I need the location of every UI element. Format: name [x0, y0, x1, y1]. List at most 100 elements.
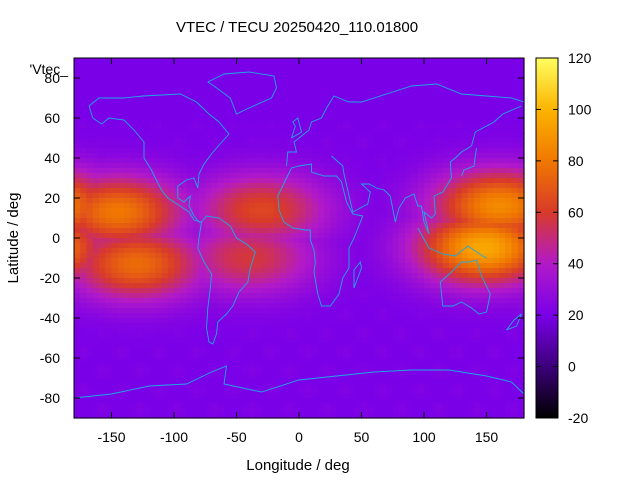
heatmap-cell	[430, 333, 438, 339]
heatmap-cell	[111, 308, 119, 314]
heatmap-cell	[424, 308, 431, 314]
heatmap-cell	[249, 318, 256, 324]
heatmap-cell	[124, 333, 131, 339]
heatmap-cell	[336, 298, 344, 304]
heatmap-cell	[186, 108, 194, 114]
heatmap-cell	[80, 243, 88, 249]
heatmap-cell	[486, 98, 494, 104]
heatmap-cell	[492, 303, 500, 309]
heatmap-cell	[280, 63, 288, 69]
heatmap-cell	[167, 93, 175, 99]
heatmap-cell	[192, 208, 200, 214]
heatmap-cell	[80, 218, 88, 224]
heatmap-cell	[317, 78, 325, 84]
heatmap-cell	[442, 308, 450, 314]
heatmap-cell	[224, 298, 231, 304]
heatmap-cell	[305, 268, 313, 274]
heatmap-cell	[480, 353, 488, 359]
heatmap-cell	[267, 323, 275, 329]
heatmap-cell	[117, 158, 125, 164]
heatmap-cell	[342, 163, 350, 169]
heatmap-cell	[461, 178, 469, 184]
heatmap-cell	[424, 78, 431, 84]
heatmap-cell	[517, 73, 525, 79]
heatmap-cell	[336, 388, 344, 394]
heatmap-cell	[242, 93, 250, 99]
heatmap-cell	[274, 343, 281, 349]
heatmap-cell	[361, 198, 369, 204]
heatmap-cell	[324, 338, 331, 344]
heatmap-cell	[492, 393, 500, 399]
heatmap-cell	[180, 363, 188, 369]
heatmap-cell	[324, 368, 331, 374]
heatmap-cell	[349, 118, 356, 124]
heatmap-cell	[405, 263, 413, 269]
heatmap-cell	[442, 293, 450, 299]
heatmap-cell	[86, 403, 94, 409]
heatmap-cell	[455, 63, 463, 69]
heatmap-cell	[330, 143, 338, 149]
heatmap-cell	[155, 323, 163, 329]
heatmap-cell	[486, 198, 494, 204]
heatmap-cell	[474, 188, 481, 194]
heatmap-cell	[505, 133, 513, 139]
heatmap-cell	[267, 128, 275, 134]
heatmap-cell	[349, 388, 356, 394]
heatmap-cell	[167, 218, 175, 224]
heatmap-cell	[317, 328, 325, 334]
heatmap-cell	[317, 363, 325, 369]
heatmap-cell	[186, 388, 194, 394]
heatmap-cell	[199, 388, 206, 394]
heatmap-cell	[455, 153, 463, 159]
heatmap-cell	[299, 183, 306, 189]
heatmap-cell	[149, 63, 156, 69]
heatmap-cell	[236, 143, 244, 149]
heatmap-cell	[161, 238, 169, 244]
heatmap-cell	[205, 68, 213, 74]
heatmap-cell	[161, 168, 169, 174]
heatmap-cell	[249, 68, 256, 74]
heatmap-cell	[111, 203, 119, 209]
heatmap-cell	[367, 143, 375, 149]
heatmap-cell	[411, 158, 419, 164]
heatmap-cell	[336, 293, 344, 299]
heatmap-cell	[317, 173, 325, 179]
heatmap-cell	[336, 383, 344, 389]
heatmap-cell	[174, 143, 181, 149]
heatmap-cell	[380, 103, 388, 109]
heatmap-cell	[399, 228, 406, 234]
heatmap-cell	[142, 303, 150, 309]
heatmap-cell	[324, 248, 331, 254]
heatmap-cell	[130, 208, 138, 214]
heatmap-cell	[280, 168, 288, 174]
heatmap-cell	[117, 233, 125, 239]
heatmap-cell	[455, 78, 463, 84]
heatmap-cell	[349, 343, 356, 349]
heatmap-cell	[480, 248, 488, 254]
heatmap-cell	[117, 323, 125, 329]
heatmap-cell	[74, 378, 81, 384]
heatmap-cell	[474, 383, 481, 389]
heatmap-cell	[111, 398, 119, 404]
heatmap-cell	[167, 363, 175, 369]
heatmap-cell	[161, 378, 169, 384]
heatmap-cell	[367, 233, 375, 239]
heatmap-cell	[255, 373, 263, 379]
heatmap-cell	[405, 208, 413, 214]
heatmap-cell	[399, 103, 406, 109]
heatmap-cell	[117, 58, 125, 64]
heatmap-cell	[199, 78, 206, 84]
heatmap-cell	[124, 198, 131, 204]
heatmap-cell	[255, 388, 263, 394]
heatmap-cell	[499, 278, 506, 284]
heatmap-cell	[249, 63, 256, 69]
heatmap-cell	[117, 398, 125, 404]
heatmap-cell	[499, 108, 506, 114]
heatmap-cell	[399, 153, 406, 159]
heatmap-cell	[399, 378, 406, 384]
heatmap-cell	[430, 133, 438, 139]
heatmap-cell	[180, 78, 188, 84]
heatmap-cell	[424, 183, 431, 189]
heatmap-cell	[442, 258, 450, 264]
heatmap-cell	[117, 108, 125, 114]
